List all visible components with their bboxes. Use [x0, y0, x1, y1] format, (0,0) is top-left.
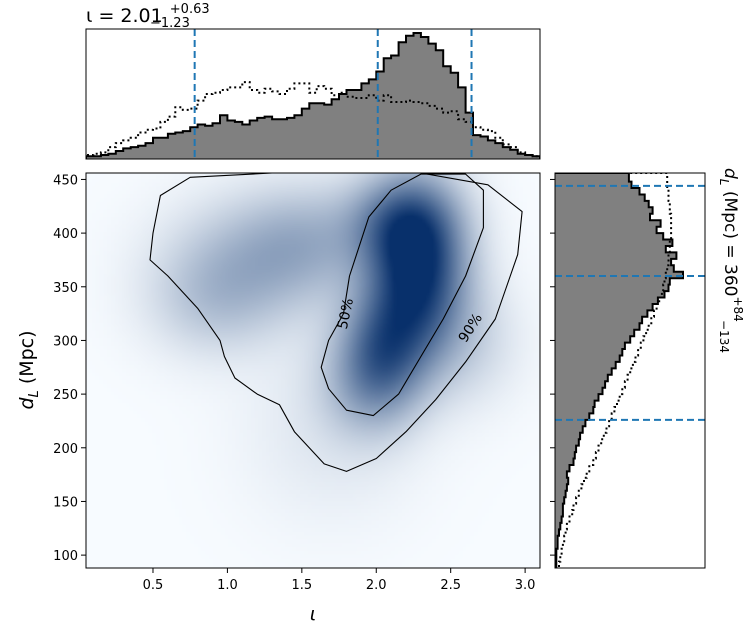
dl-posterior-fill [555, 173, 683, 568]
x-tick-label: 2.0 [366, 578, 387, 593]
kde-density-image [86, 173, 540, 568]
joint-posterior-frame [85, 172, 541, 569]
iota-marginal-panel [85, 28, 541, 160]
y-tick-label: 200 [53, 442, 78, 457]
iota-prior-step [86, 81, 540, 159]
iota-posterior-fill [86, 33, 540, 159]
dl-title-minus: −134 [717, 320, 731, 353]
dl-prior-step [555, 173, 673, 568]
y-tick-label: 150 [53, 495, 78, 510]
x-tick-label: 0.5 [143, 578, 164, 593]
y-tick-label: 250 [53, 388, 78, 403]
iota-title: ι = 2.01 +0.63 −1.23 [86, 0, 216, 31]
x-tick-label: 1.0 [217, 578, 238, 593]
iota-marginal-frame [85, 28, 541, 160]
x-tick-label: 1.5 [291, 578, 312, 593]
dl-posterior-step [555, 173, 684, 568]
contour-50 [320, 173, 484, 417]
y-tick-label: 350 [53, 281, 78, 296]
iota-title-minus: −1.23 [150, 16, 190, 31]
y-axis-label: dL (Mpc) [16, 330, 42, 409]
contour-label-text: 50% [335, 297, 357, 331]
contour-90 [149, 173, 523, 472]
dl-title: dL (Mpc) = 360+84−134 [717, 168, 745, 353]
y-tick-label: 300 [53, 334, 78, 349]
y-tick-label: 450 [53, 173, 78, 188]
joint-posterior-panel: 50% 90% 0.5 1.0 1.5 2.0 2.5 3.0 10015020025030… [53, 172, 541, 593]
contour-label-0: 50% [335, 297, 357, 331]
x-tick-label: 2.5 [440, 578, 461, 593]
dl-marginal-frame [554, 172, 706, 569]
iota-posterior-step [86, 32, 540, 159]
y-tick-label: 100 [53, 549, 78, 564]
dl-marginal-panel [550, 172, 706, 569]
x-tick-label: 3.0 [515, 578, 536, 593]
x-axis-label: ι [310, 603, 316, 625]
y-tick-label: 400 [53, 227, 78, 242]
dl-title-plus: +84 [731, 296, 745, 321]
iota-title-plus: +0.63 [170, 2, 210, 17]
